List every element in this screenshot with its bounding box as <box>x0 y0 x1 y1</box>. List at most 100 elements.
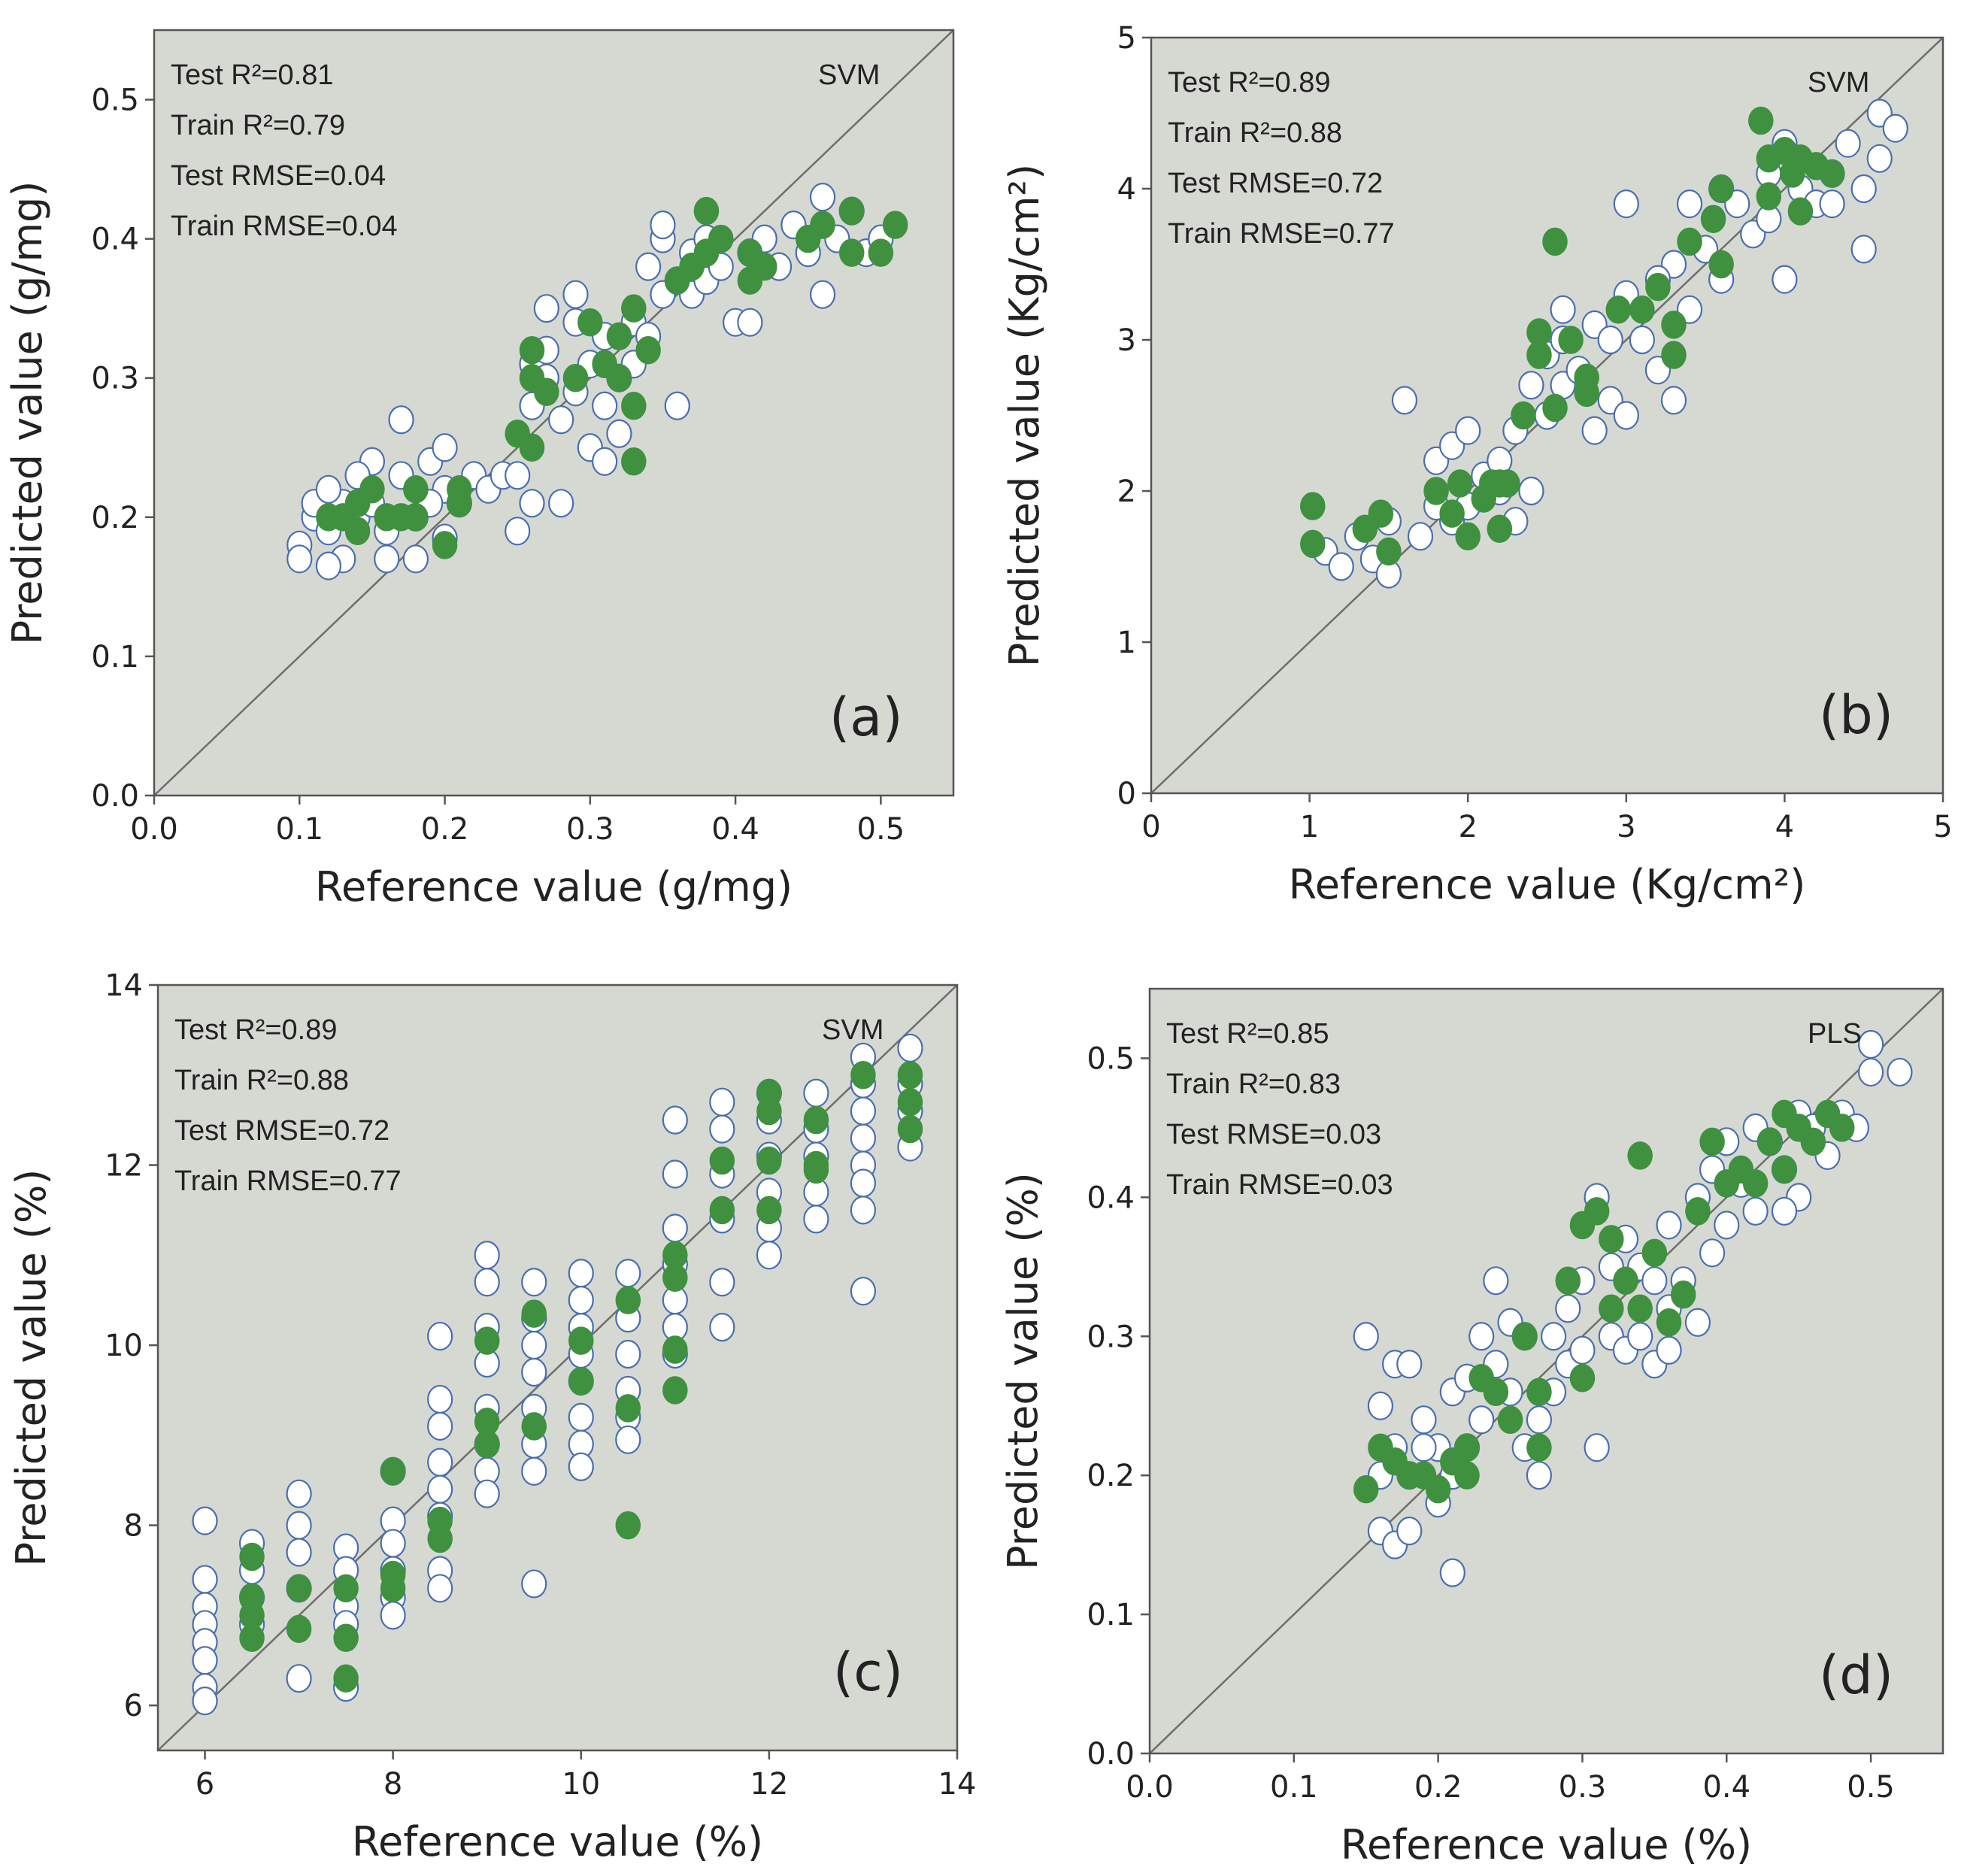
test-point <box>615 1286 641 1314</box>
test-point <box>1353 1474 1379 1504</box>
test-point <box>1584 1197 1610 1226</box>
plot-frame <box>156 983 959 1752</box>
test-point <box>1526 1377 1552 1406</box>
train-point <box>650 211 676 240</box>
train-point <box>315 474 342 504</box>
y-tick-label: 0.0 <box>91 779 139 814</box>
train-point <box>1550 295 1576 324</box>
stat-annotation: Train R²=0.83 <box>1166 1068 1341 1100</box>
train-point <box>662 1159 688 1189</box>
stat-annotation: Train RMSE=0.77 <box>1168 218 1395 250</box>
test-point <box>693 196 720 226</box>
train-point <box>592 391 618 420</box>
train-point <box>1483 1266 1509 1296</box>
panel-label: (c) <box>833 1641 903 1703</box>
train-point <box>1772 265 1798 294</box>
x-tick-label: 0 <box>1141 810 1160 844</box>
test-point <box>432 531 458 559</box>
train-point <box>850 1168 877 1198</box>
test-point <box>577 308 603 337</box>
train-point <box>568 1402 594 1432</box>
train-point <box>568 1452 594 1481</box>
y-tick-label: 0.5 <box>1087 1041 1135 1076</box>
train-point <box>1569 1335 1596 1365</box>
y-tick-label: 0.2 <box>91 501 139 535</box>
y-axis-title: Predicted value (%) <box>8 1169 55 1567</box>
chart-panel-b: 0 1 2 3 4 5 0 1 2 3 4 5 Reference value (Kg/cm²) Pred… <box>1001 21 1953 908</box>
train-point <box>1584 1433 1610 1462</box>
model-label: SVM <box>822 1014 884 1046</box>
test-point <box>1656 1308 1682 1337</box>
test-point <box>1685 1197 1711 1226</box>
train-point <box>1328 552 1354 581</box>
train-point <box>1455 416 1481 445</box>
test-point <box>838 196 865 226</box>
test-point <box>1599 1225 1624 1253</box>
x-tick-label: 10 <box>562 1767 600 1802</box>
test-point <box>1645 272 1671 302</box>
x-tick-label: 0.2 <box>421 812 469 847</box>
stat-annotation: Train RMSE=0.03 <box>1166 1169 1393 1201</box>
train-point <box>615 1259 641 1288</box>
train-point <box>1518 371 1544 400</box>
test-point <box>897 1087 923 1117</box>
train-point <box>192 1565 218 1594</box>
train-point <box>505 461 531 490</box>
train-point <box>1581 416 1608 445</box>
train-point <box>427 1447 453 1477</box>
test-point <box>838 238 865 267</box>
stat-annotation: Test RMSE=0.04 <box>171 160 386 192</box>
y-tick-label: 0.3 <box>1087 1320 1135 1354</box>
model-label: SVM <box>818 59 880 91</box>
train-point <box>1396 1517 1423 1546</box>
x-tick-label: 0.2 <box>1414 1770 1462 1805</box>
test-point <box>709 1196 735 1225</box>
train-point <box>1684 1308 1711 1337</box>
train-point <box>521 1357 547 1387</box>
x-tick-label: 12 <box>750 1767 788 1802</box>
test-point <box>1708 174 1734 203</box>
y-tick-label: 0 <box>1117 777 1136 811</box>
train-point <box>1656 1335 1682 1365</box>
test-point <box>810 211 835 239</box>
test-point <box>1376 537 1402 566</box>
test-point <box>662 1263 688 1292</box>
test-point <box>1487 469 1513 498</box>
train-point <box>1411 1433 1437 1462</box>
train-point <box>286 544 313 574</box>
train-point <box>809 280 836 309</box>
test-point <box>1787 144 1814 173</box>
test-point <box>751 252 777 281</box>
test-point <box>1455 522 1481 551</box>
test-point <box>1454 1433 1480 1462</box>
test-point <box>1661 341 1687 369</box>
test-point <box>1800 1127 1826 1156</box>
x-tick-label: 0.5 <box>1847 1770 1895 1805</box>
test-point <box>286 1574 312 1603</box>
test-point <box>1670 1280 1696 1309</box>
plot-frame <box>1150 36 1944 795</box>
test-point <box>868 238 894 267</box>
panel-label: (d) <box>1819 1644 1893 1706</box>
y-tick-label: 0.1 <box>1087 1598 1135 1632</box>
test-point <box>756 1146 782 1175</box>
train-point <box>1882 114 1908 143</box>
y-tick-label: 0.0 <box>1087 1737 1135 1771</box>
test-point <box>1368 499 1394 528</box>
test-point <box>562 363 589 392</box>
test-point <box>1627 1294 1653 1323</box>
markers <box>192 1033 923 1716</box>
test-point <box>615 1511 641 1540</box>
test-point <box>1641 1238 1668 1268</box>
train-point <box>1439 1558 1465 1587</box>
train-point <box>380 1601 406 1630</box>
test-point <box>403 503 429 532</box>
y-tick-label: 3 <box>1117 323 1136 358</box>
train-point <box>803 1078 829 1108</box>
x-tick-label: 14 <box>938 1767 977 1802</box>
test-point <box>850 1061 876 1090</box>
stat-annotation: Train R²=0.88 <box>1168 117 1342 149</box>
stat-annotation: Train RMSE=0.77 <box>174 1165 402 1197</box>
stat-annotation: Test R²=0.89 <box>174 1014 338 1046</box>
test-point <box>403 475 429 504</box>
